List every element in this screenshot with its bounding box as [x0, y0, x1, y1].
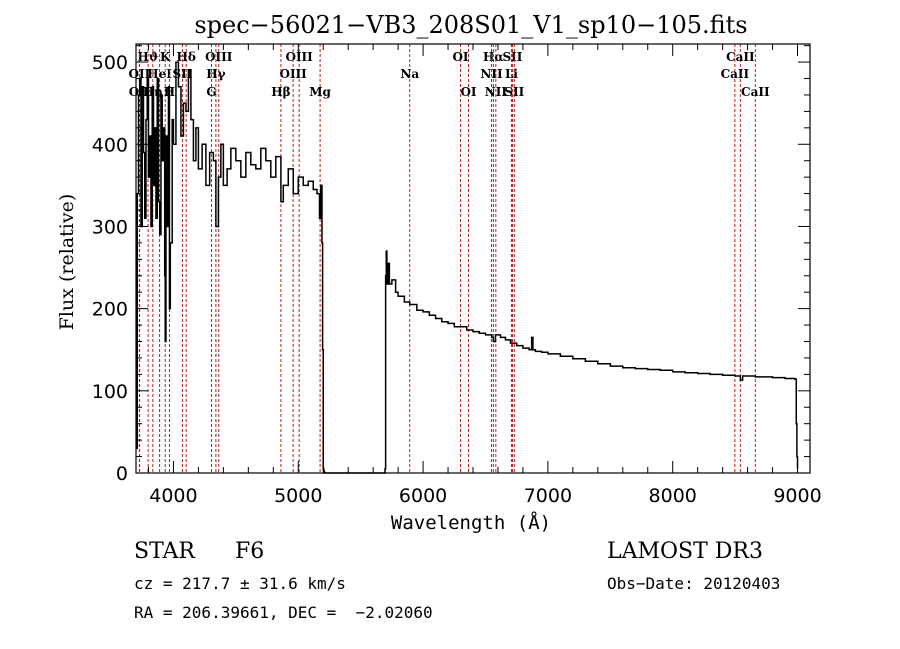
- line-marker-label: NII: [485, 85, 508, 99]
- line-marker-label: SII: [502, 50, 522, 64]
- line-marker-label: HeI: [147, 67, 172, 81]
- x-tick-label: 8000: [649, 485, 697, 507]
- line-marker-label: Mg: [309, 85, 331, 99]
- line-marker-label: Hδ: [177, 50, 196, 64]
- line-marker-label: Na: [400, 67, 419, 81]
- line-marker-label: CaII: [741, 85, 770, 99]
- x-axis: 4000 5000 6000 7000 8000 9000: [147, 44, 822, 507]
- line-marker-label: CaII: [726, 50, 755, 64]
- y-tick-label: 200: [92, 299, 128, 321]
- line-marker-label: G: [206, 85, 216, 99]
- line-marker-label: Hγ: [206, 67, 225, 81]
- y-axis-label: Flux (relative): [56, 194, 78, 331]
- chart-title: spec−56021−VB3_208S01_V1_sp10−105.fits: [194, 11, 747, 39]
- y-tick-label: 300: [92, 216, 128, 238]
- object-class-text: STAR: [134, 539, 195, 564]
- series-line-spectrum: [136, 61, 799, 474]
- y-tick-label: 400: [92, 134, 128, 156]
- line-marker-label: CaII: [721, 67, 750, 81]
- x-tick-label: 5000: [274, 485, 322, 507]
- y-tick-label: 500: [92, 52, 128, 74]
- line-marker-label: OI: [452, 50, 468, 64]
- x-axis-label: Wavelength (Å): [391, 511, 551, 534]
- y-tick-label: 100: [92, 381, 128, 403]
- coordinates-text: RA = 206.39661, DEC = −2.02060: [134, 603, 433, 622]
- x-tick-label: 4000: [149, 485, 197, 507]
- line-marker-label: Li: [505, 67, 518, 81]
- obs-date: Obs−Date: 20120403: [607, 574, 781, 593]
- x-tick-label: 9000: [773, 485, 821, 507]
- line-marker-label: Hϑ: [137, 50, 159, 64]
- survey-name: LAMOST DR3: [607, 539, 763, 564]
- line-marker-label: SII: [504, 85, 524, 99]
- subclass-text: F6: [235, 539, 265, 564]
- series-group: [136, 61, 799, 474]
- line-marker-label: Hα: [483, 50, 504, 64]
- line-marker-label: K: [160, 50, 171, 64]
- object-class: STAR F6: [134, 539, 264, 564]
- y-axis: 0 100 200 300 400 500: [92, 45, 810, 485]
- redshift-text: cz = 217.7 ± 31.6 km/s: [134, 574, 346, 593]
- y-tick-label: 0: [116, 463, 128, 485]
- plot-frame: [135, 43, 811, 474]
- line-marker-label: Hβ: [271, 85, 290, 99]
- line-marker-label: OIII: [285, 50, 313, 64]
- line-marker-label: NII: [480, 67, 503, 81]
- x-tick-label: 7000: [524, 485, 572, 507]
- line-marker-label: OI: [460, 85, 476, 99]
- line-marker-label: OIII: [205, 50, 233, 64]
- x-tick-label: 6000: [399, 485, 447, 507]
- line-marker-label: OIII: [279, 67, 307, 81]
